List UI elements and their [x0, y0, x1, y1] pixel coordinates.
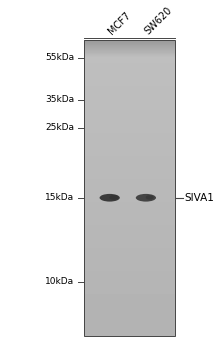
Text: 35kDa: 35kDa	[45, 95, 75, 104]
Ellipse shape	[100, 194, 120, 202]
Ellipse shape	[109, 195, 118, 200]
Text: 25kDa: 25kDa	[46, 123, 75, 132]
Text: SIVA1: SIVA1	[184, 193, 213, 203]
Text: 55kDa: 55kDa	[45, 53, 75, 62]
Text: MCF7: MCF7	[106, 10, 133, 36]
Bar	[84, 40, 175, 336]
Text: SW620: SW620	[143, 5, 174, 36]
Text: 10kDa: 10kDa	[45, 277, 75, 286]
Text: 15kDa: 15kDa	[45, 193, 75, 202]
Ellipse shape	[146, 195, 154, 200]
Ellipse shape	[136, 194, 156, 202]
